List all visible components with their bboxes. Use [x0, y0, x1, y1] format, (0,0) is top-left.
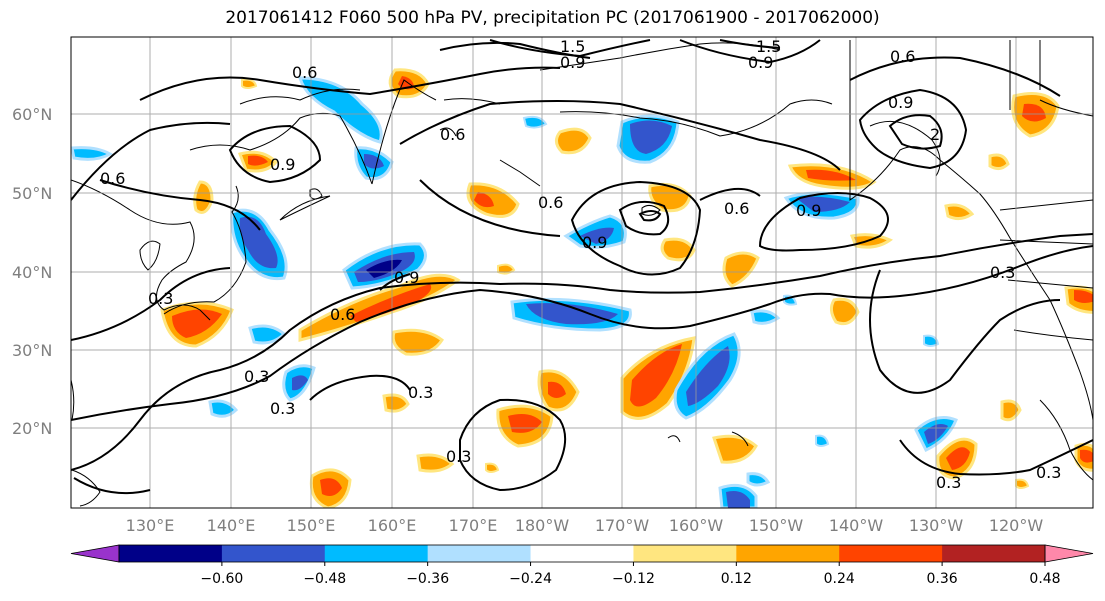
colorbar: −0.60 −0.48 −0.36 −0.24 −0.12 0.12 0.24 0.36 0.4… [70, 544, 1094, 587]
contour-label: 0.3 [270, 399, 295, 418]
colorbar-swatch [221, 545, 326, 562]
colorbar-tick-label: −0.60 [200, 571, 243, 587]
precip-positive-anomalies [160, 68, 1093, 508]
colorbar-frame [118, 544, 1046, 563]
contour-label: 0.6 [890, 47, 915, 66]
contour-label: 0.6 [292, 63, 317, 82]
lon-tick-label: 140°E [207, 516, 256, 535]
contour-label: 0.6 [724, 199, 749, 218]
lon-tick-label: 170°W [595, 516, 650, 535]
contour-label: 1.5 [560, 37, 585, 56]
colorbar-swatch [427, 545, 532, 562]
contour-label: 0.3 [148, 289, 173, 308]
lon-tick-label: 170°E [449, 516, 498, 535]
colorbar-tick-label: 0.12 [721, 571, 752, 587]
lon-tick-label: 160°E [368, 516, 417, 535]
lon-tick-label: 180°W [515, 516, 570, 535]
colorbar-tick-label: −0.12 [612, 571, 655, 587]
contour-label: 0.3 [244, 367, 269, 386]
contour-label: 0.9 [270, 155, 295, 174]
lon-tick-label: 150°E [287, 516, 336, 535]
colorbar-swatch [736, 545, 840, 562]
lon-tick-label: 150°W [749, 516, 804, 535]
lat-tick-label: 30°N [12, 341, 52, 360]
lat-tick-label: 60°N [12, 105, 52, 124]
contour-label: 0.9 [582, 233, 607, 252]
colorbar-swatch [119, 545, 223, 562]
contour-label: 0.3 [936, 473, 961, 492]
contour-label: 0.3 [446, 447, 471, 466]
map-frame [70, 36, 1094, 509]
contour-label: 0.3 [990, 263, 1015, 282]
contour-label: 0.9 [888, 93, 913, 112]
lon-tick-label: 140°W [829, 516, 884, 535]
colorbar-tick-label: 0.36 [927, 571, 958, 587]
lat-tick-label: 20°N [12, 419, 52, 438]
contour-label: 1.5 [756, 37, 781, 56]
map-title: 2017061412 F060 500 hPa PV, precipitatio… [225, 8, 880, 28]
colorbar-tick-label: −0.48 [303, 571, 346, 587]
pv-contours [71, 39, 1093, 495]
colorbar-tick-label: −0.24 [509, 571, 552, 587]
contour-label: 0.3 [1036, 463, 1061, 482]
colorbar-swatch [942, 545, 1046, 562]
contour-label: 0.9 [560, 53, 585, 72]
coastlines [71, 40, 1093, 507]
colorbar-tick-label: 0.48 [1029, 571, 1060, 587]
colorbar-swatch [530, 545, 634, 562]
graticule [71, 37, 1093, 508]
lat-tick-labels: 20°N 30°N 40°N 50°N 60°N [12, 105, 52, 438]
lon-tick-label: 120°W [989, 516, 1044, 535]
colorbar-extend-low [70, 544, 120, 563]
colorbar-swatch [633, 545, 737, 562]
colorbar-extend-high [1044, 544, 1094, 563]
contour-label: 0.3 [408, 383, 433, 402]
lon-tick-label: 130°W [909, 516, 964, 535]
contour-label: 0.9 [394, 268, 419, 287]
colorbar-swatch [839, 545, 943, 562]
contour-label: 0.6 [330, 305, 355, 324]
lon-tick-label: 160°W [669, 516, 724, 535]
contour-label: 0.6 [538, 193, 563, 212]
lat-tick-label: 50°N [12, 184, 52, 203]
colorbar-tick-label: −0.36 [406, 571, 449, 587]
contour-label: 2 [930, 125, 940, 144]
colorbar-tick-label: 0.24 [824, 571, 855, 587]
contour-label: 0.9 [748, 53, 773, 72]
lon-tick-labels: 130°E 140°E 150°E 160°E 170°E 180°W 170°… [126, 516, 1044, 535]
contour-label: 0.9 [796, 201, 821, 220]
lat-tick-label: 40°N [12, 263, 52, 282]
contour-label: 0.6 [100, 169, 125, 188]
pv-contour-labels: 0.6 0.9 0.6 0.3 0.9 0.6 0.3 0.3 0.3 0.3 … [100, 37, 1061, 492]
colorbar-swatch [324, 545, 429, 562]
contour-label: 0.6 [440, 125, 465, 144]
lon-tick-label: 130°E [126, 516, 175, 535]
